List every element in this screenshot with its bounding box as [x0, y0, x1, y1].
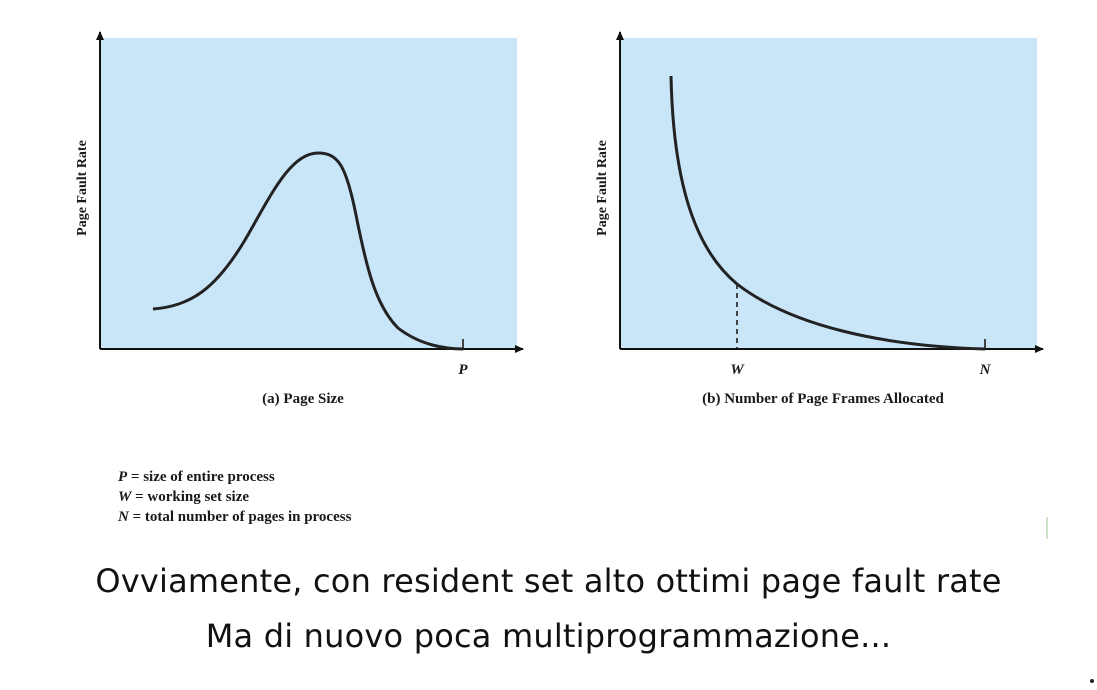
legend: P = size of entire process W = working s… — [118, 467, 351, 527]
legend-text: = working set size — [135, 489, 250, 505]
panel-b-plot-area — [620, 38, 1037, 349]
legend-text: = total number of pages in process — [132, 509, 352, 525]
panel-a: Page Fault Rate P (a) Page Size — [75, 31, 524, 407]
legend-symbol: N — [118, 509, 129, 525]
corner-dot — [1090, 679, 1094, 683]
panel-b-w-label: W — [730, 362, 745, 378]
panel-b-n-label: N — [979, 362, 992, 378]
legend-item-n: N = total number of pages in process — [118, 507, 351, 527]
panel-b-caption: (b) Number of Page Frames Allocated — [702, 391, 944, 407]
legend-symbol: P — [118, 469, 128, 485]
panel-a-plot-area — [100, 38, 517, 349]
panel-b-curve — [669, 75, 986, 351]
panel-b: Page Fault Rate W N (b) Number of Page F… — [595, 31, 1044, 407]
legend-item-w: W = working set size — [118, 487, 351, 507]
decorative-mark — [1046, 517, 1048, 539]
page-fault-diagram: Page Fault Rate P (a) Page Size Page Fau… — [75, 31, 1044, 407]
slide-caption-line-1: Ovviamente, con resident set alto ottimi… — [95, 562, 1002, 600]
panel-a-p-label: P — [458, 362, 468, 378]
slide-caption-line-2: Ma di nuovo poca multiprogrammazione... — [205, 617, 892, 655]
legend-item-p: P = size of entire process — [118, 467, 351, 487]
panel-a-ylabel: Page Fault Rate — [75, 140, 90, 236]
panel-a-curve — [152, 151, 464, 351]
legend-text: = size of entire process — [130, 469, 275, 485]
panel-b-ylabel: Page Fault Rate — [595, 140, 610, 236]
panel-a-caption: (a) Page Size — [262, 391, 344, 407]
legend-symbol: W — [118, 489, 132, 505]
